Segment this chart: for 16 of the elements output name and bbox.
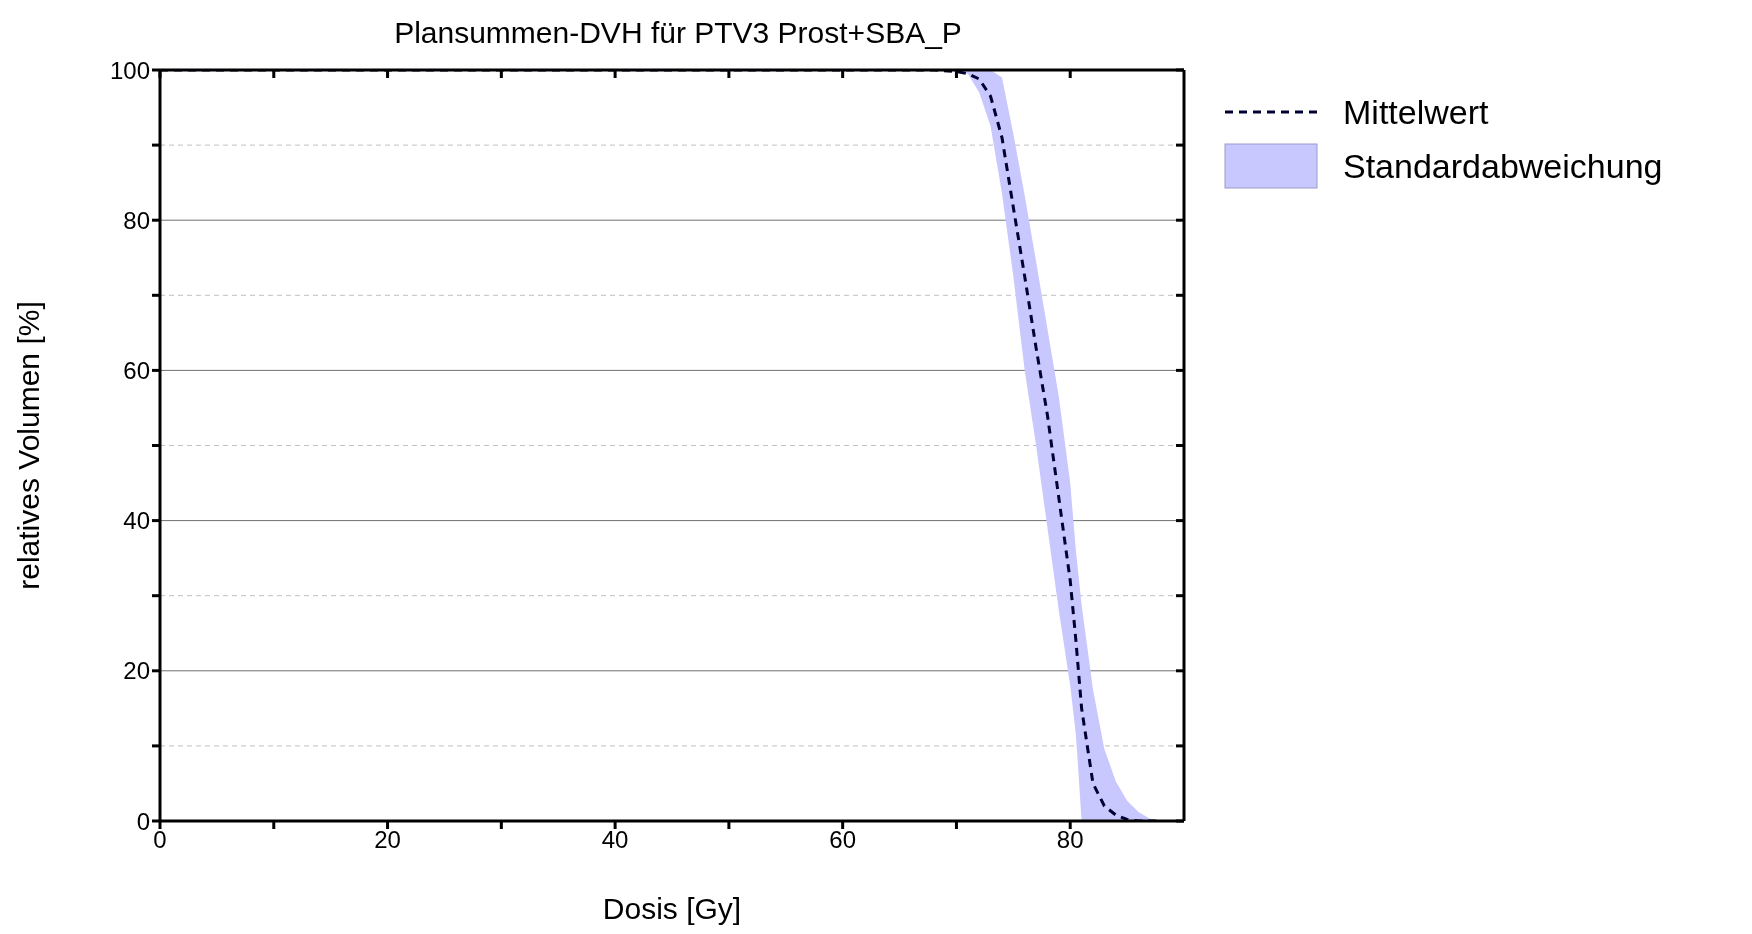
- legend-label: Mittelwert: [1343, 92, 1489, 132]
- chart-title: Plansummen-DVH für PTV3 Prost+SBA_P: [393, 16, 963, 50]
- y-tick-label: 0: [136, 807, 150, 835]
- y-tick-label: 100: [109, 56, 150, 84]
- x-tick-label: 60: [829, 826, 857, 854]
- y-tick-label: 80: [123, 206, 150, 234]
- y-tick-label: 20: [123, 657, 150, 685]
- x-tick-label: 80: [1056, 826, 1084, 854]
- x-tick-label: 40: [601, 826, 629, 854]
- y-tick-label: 40: [123, 507, 150, 535]
- y-axis-title: relatives Volumen [%]: [11, 301, 45, 590]
- y-tick-label: 60: [123, 356, 150, 384]
- x-axis-title: Dosis [Gy]: [602, 892, 742, 925]
- x-tick-label: 20: [374, 826, 401, 854]
- text: Standardabweichung: [1343, 146, 1663, 186]
- x-tick-label: 0: [153, 826, 167, 854]
